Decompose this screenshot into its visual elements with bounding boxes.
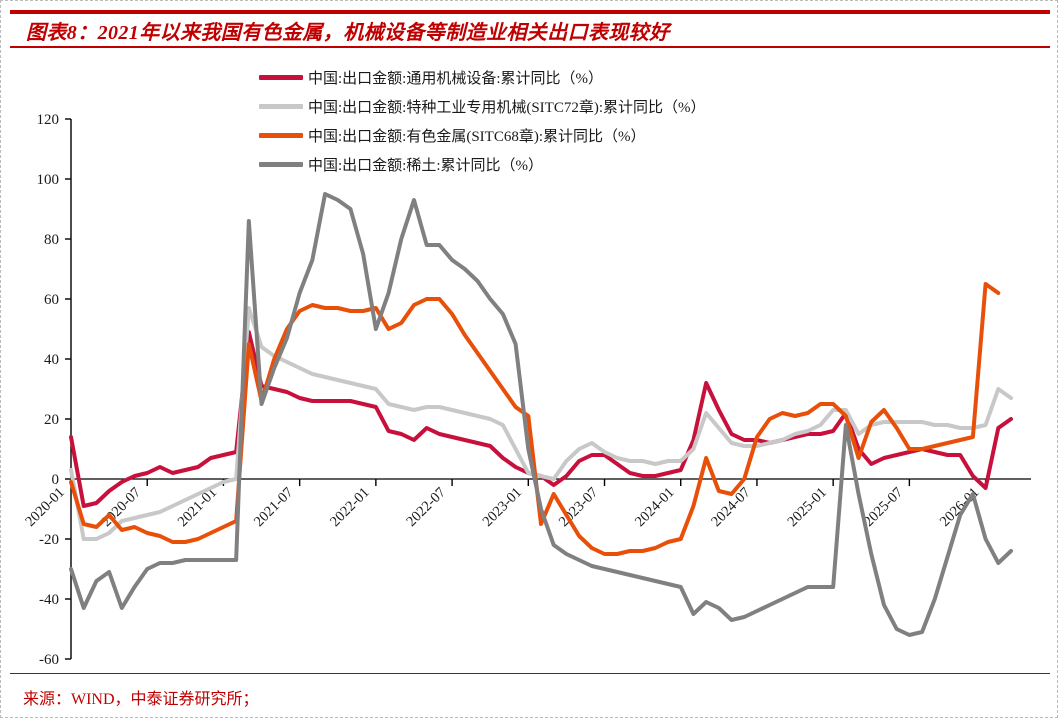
series-line-special-machinery (69, 306, 1013, 541)
y-axis: 120 100 80 60 40 20 0 -20 -40 -60 (37, 112, 1031, 668)
x-axis-tick-label: 2025-01 (784, 485, 829, 530)
x-axis-tick-label: 2020-01 (22, 485, 67, 530)
legend-swatch-general-machinery (259, 75, 303, 80)
source-note: 来源：WIND，中泰证券研究所； (23, 691, 259, 708)
y-axis-tick-label: -40 (39, 592, 59, 608)
x-axis-tick-label: 2026-01 (937, 485, 982, 530)
data-series-group (69, 192, 1013, 637)
y-axis-tick-label: 0 (52, 472, 60, 488)
y-axis-tick-label: 20 (44, 412, 59, 428)
page-title: 图表8：2021年以来我国有色金属，机械设备等制造业相关出口表现较好 (26, 21, 670, 44)
legend-swatch-nonferrous-metals (259, 133, 303, 138)
footer-divider (10, 673, 1050, 674)
y-axis-tick-label: 100 (37, 172, 60, 188)
x-axis-tick-label: 2021-07 (251, 485, 296, 530)
x-axis-tick-label: 2025-07 (861, 485, 906, 530)
series-line-general-machinery (69, 330, 1013, 508)
figure-title-bar: 图表8：2021年以来我国有色金属，机械设备等制造业相关出口表现较好 (10, 10, 1050, 48)
legend-label-nonferrous-metals: 中国:出口金额:有色金属(SITC68章):累计同比（%） (308, 129, 646, 145)
legend-item-general-machinery[interactable]: 中国:出口金额:通用机械设备:累计同比（%） (259, 63, 959, 92)
x-axis-tick-label: 2021-01 (175, 485, 220, 530)
legend-label-general-machinery: 中国:出口金额:通用机械设备:累计同比（%） (308, 71, 603, 87)
legend-item-rare-earth[interactable]: 中国:出口金额:稀土:累计同比（%） (259, 150, 959, 179)
series-line-rare-earth (69, 192, 1013, 637)
series-line-nonferrous-metals (69, 282, 1001, 556)
legend-label-special-machinery: 中国:出口金额:特种工业专用机械(SITC72章):累计同比（%） (308, 100, 706, 116)
y-axis-tick-label: 80 (44, 232, 59, 248)
x-axis-tick-label: 2022-07 (403, 485, 448, 530)
legend-swatch-rare-earth (259, 162, 303, 167)
legend-swatch-special-machinery (259, 104, 303, 109)
y-axis-tick-label: 120 (37, 112, 60, 128)
legend-item-special-machinery[interactable]: 中国:出口金额:特种工业专用机械(SITC72章):累计同比（%） (259, 92, 959, 121)
legend-item-nonferrous-metals[interactable]: 中国:出口金额:有色金属(SITC68章):累计同比（%） (259, 121, 959, 150)
x-axis-tick-label: 2024-01 (632, 485, 677, 530)
legend-label-rare-earth: 中国:出口金额:稀土:累计同比（%） (308, 158, 543, 174)
x-axis: 2020-01 2020-07 2021-01 2021-07 2022-01 2022-… (22, 479, 987, 530)
chart-legend: 中国:出口金额:通用机械设备:累计同比（%） 中国:出口金额:特种工业专用机械(… (259, 63, 959, 179)
y-axis-tick-label: -20 (39, 532, 59, 548)
x-axis-tick-label: 2024-07 (708, 485, 753, 530)
x-axis-tick-label: 2020-07 (99, 485, 144, 530)
x-axis-tick-label: 2023-07 (556, 485, 601, 530)
y-axis-tick-label: 40 (44, 352, 59, 368)
x-axis-tick-label: 2023-01 (480, 485, 525, 530)
y-axis-tick-label: -60 (39, 652, 59, 668)
x-axis-tick-label: 2022-01 (327, 485, 372, 530)
y-axis-tick-label: 60 (44, 292, 59, 308)
